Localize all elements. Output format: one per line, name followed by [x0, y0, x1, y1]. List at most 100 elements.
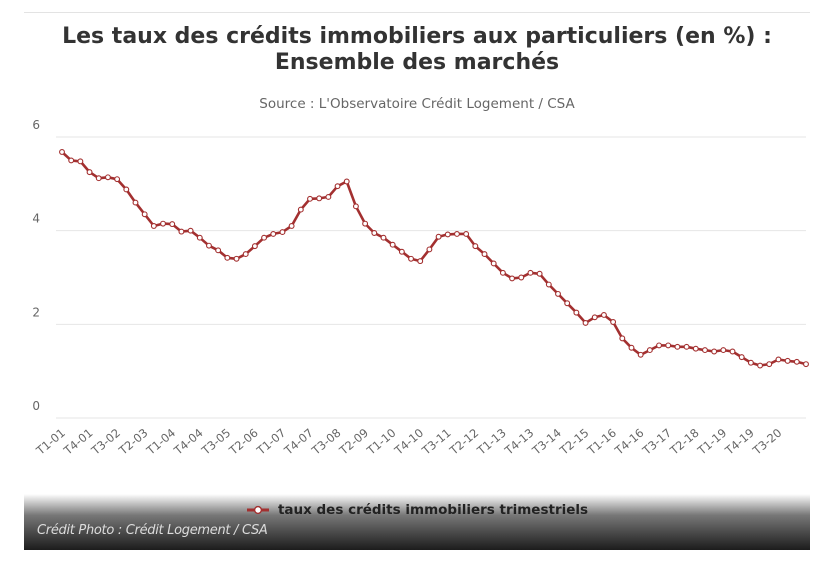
- x-tick-label: T4-10: [391, 426, 426, 459]
- x-tick-label: T2-12: [446, 426, 481, 459]
- x-tick-label: T3-05: [198, 426, 233, 459]
- x-tick-label: T2-09: [336, 426, 371, 459]
- data-point: [766, 361, 773, 368]
- data-point: [793, 358, 800, 365]
- data-point: [499, 269, 506, 276]
- data-point: [454, 230, 460, 237]
- legend-label: taux des crédits immobiliers trimestriel…: [277, 502, 589, 518]
- data-point: [757, 362, 764, 369]
- data-point: [352, 203, 359, 210]
- data-point: [150, 223, 157, 229]
- data-point: [160, 220, 166, 227]
- data-point: [582, 319, 589, 326]
- data-point: [123, 186, 130, 193]
- data-point: [215, 247, 222, 254]
- chart-title-line-2: Ensemble des marchés: [274, 50, 560, 75]
- data-point: [279, 229, 286, 236]
- data-point: [747, 359, 754, 366]
- chart-title-line-1: Les taux des crédits immobiliers aux par…: [62, 24, 772, 49]
- data-point: [426, 246, 433, 253]
- data-point: [738, 354, 745, 361]
- data-point: [86, 169, 93, 176]
- data-point: [261, 234, 268, 241]
- data-point: [343, 178, 350, 185]
- x-tick-label: T4-04: [171, 426, 206, 459]
- data-point: [573, 309, 580, 316]
- chart-legend[interactable]: taux des crédits immobiliers trimestriel…: [24, 502, 810, 518]
- data-point: [444, 231, 451, 238]
- data-point: [619, 335, 626, 342]
- data-point: [334, 183, 341, 190]
- data-point: [114, 176, 121, 183]
- data-point: [224, 254, 231, 261]
- data-point: [325, 193, 332, 200]
- data-point: [233, 255, 240, 262]
- data-point: [141, 211, 148, 218]
- data-point: [610, 319, 617, 325]
- x-tick-label: T2-15: [556, 426, 591, 459]
- data-point: [536, 270, 543, 277]
- data-point: [417, 258, 424, 265]
- data-point: [307, 195, 313, 202]
- y-tick-label: 0: [32, 399, 40, 413]
- data-point: [169, 221, 176, 228]
- data-point: [646, 347, 653, 354]
- x-tick-label: T2-06: [226, 426, 261, 459]
- data-point: [509, 275, 516, 282]
- x-tick-label: T3-02: [88, 426, 123, 459]
- x-tick-label: T4-07: [281, 426, 316, 459]
- data-point: [371, 230, 378, 236]
- chart-subtitle: Source : L'Observatoire Crédit Logement …: [259, 96, 575, 112]
- data-point: [564, 300, 571, 307]
- x-tick-label: T1-04: [143, 426, 178, 459]
- x-tick-label: T4-19: [722, 426, 757, 459]
- x-tick-label: T2-03: [115, 426, 150, 459]
- data-point: [242, 251, 249, 258]
- y-tick-label: 4: [32, 212, 40, 226]
- top-divider: [24, 12, 810, 13]
- data-point: [178, 228, 185, 235]
- x-tick-label: T4-13: [501, 426, 536, 459]
- data-point: [95, 175, 102, 182]
- data-point: [104, 174, 111, 181]
- x-tick-label: T1-13: [474, 426, 509, 459]
- photo-caption-overlay: taux des crédits immobiliers trimestriel…: [24, 494, 810, 550]
- x-tick-label: T1-01: [33, 426, 68, 459]
- x-tick-label: T3-20: [749, 426, 784, 459]
- data-point: [297, 206, 304, 213]
- data-point: [77, 158, 84, 165]
- data-point: [270, 230, 277, 237]
- data-point: [251, 243, 258, 250]
- data-point: [637, 351, 644, 358]
- data-point: [481, 251, 488, 258]
- x-tick-label: T3-14: [529, 426, 564, 459]
- data-point: [784, 357, 791, 364]
- data-point: [389, 241, 396, 248]
- x-tick-label: T4-16: [611, 426, 646, 459]
- data-point: [187, 227, 194, 234]
- data-point: [665, 342, 672, 349]
- data-point: [692, 345, 699, 352]
- data-point: [555, 290, 561, 297]
- x-tick-label: T3-11: [419, 426, 454, 459]
- data-point: [683, 343, 690, 350]
- data-point: [775, 356, 782, 363]
- x-tick-label: T4-01: [60, 426, 95, 459]
- data-point: [527, 269, 534, 276]
- data-point: [518, 274, 525, 281]
- data-point: [435, 233, 442, 240]
- x-tick-label: T3-08: [308, 426, 343, 459]
- data-point: [729, 348, 736, 355]
- data-point: [408, 255, 414, 262]
- y-tick-label: 6: [32, 118, 40, 132]
- data-point: [316, 195, 323, 202]
- data-point: [591, 314, 598, 321]
- data-point: [132, 199, 139, 206]
- data-point: [702, 347, 708, 354]
- data-point: [803, 361, 809, 368]
- photo-credit: Crédit Photo : Crédit Logement / CSA: [37, 523, 268, 538]
- x-tick-label: T3-17: [639, 426, 674, 459]
- data-point: [656, 342, 662, 349]
- data-point: [59, 149, 65, 155]
- x-tick-label: T1-10: [363, 426, 398, 459]
